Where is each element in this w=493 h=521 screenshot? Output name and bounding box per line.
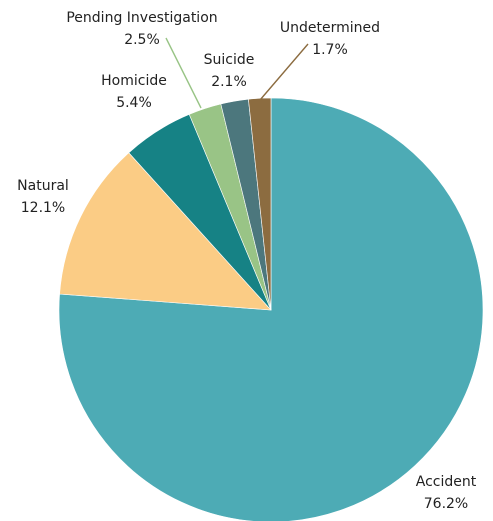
slice-label-undetermined: Undetermined — [280, 20, 380, 36]
leader-lines — [165, 37, 309, 109]
slice-value-homicide: 5.4% — [116, 95, 152, 111]
slice-labels: Accident 76.2% Natural 12.1% Homicide 5.4% Pen… — [17, 10, 477, 512]
pie-slices — [58, 97, 484, 521]
slice-label-suicide: Suicide — [204, 52, 255, 68]
pie-slice-natural — [59, 152, 272, 311]
slice-label-accident: Accident — [416, 474, 477, 490]
slice-label-homicide: Homicide — [101, 73, 167, 89]
slice-value-natural: 12.1% — [21, 200, 65, 216]
leader-line-undetermined — [259, 43, 309, 101]
slice-value-suicide: 2.1% — [211, 74, 247, 90]
slice-value-undetermined: 1.7% — [312, 42, 348, 58]
pie-slice-undetermined — [248, 97, 272, 311]
leader-line-pending-investigation — [165, 37, 202, 109]
slice-value-pending-investigation: 2.5% — [124, 32, 160, 48]
pie-slice-accident — [58, 97, 484, 521]
slice-label-natural: Natural — [17, 178, 69, 194]
slice-label-pending-investigation: Pending Investigation — [66, 10, 217, 26]
slice-value-accident: 76.2% — [424, 496, 468, 512]
